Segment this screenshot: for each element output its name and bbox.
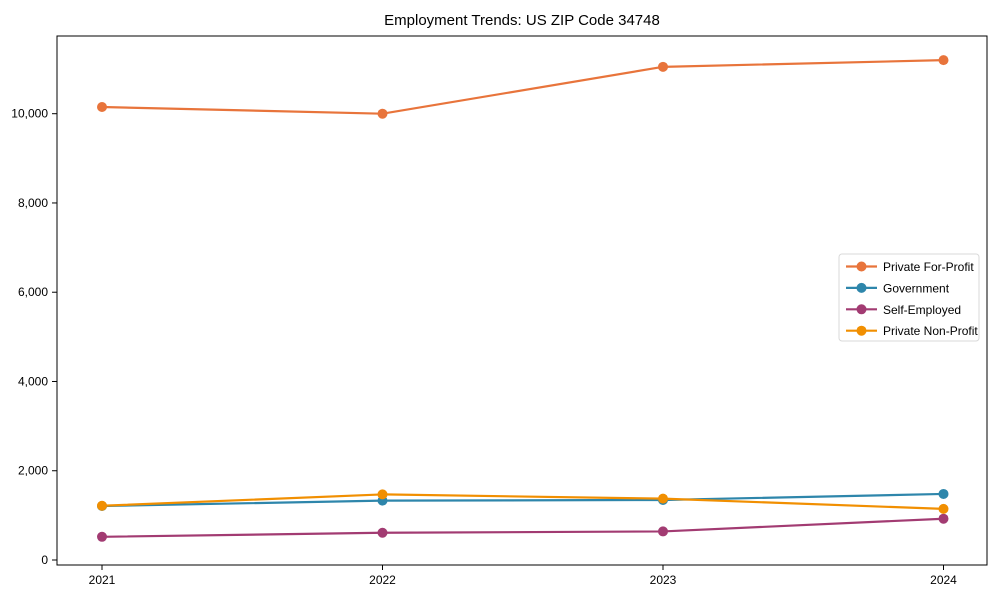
data-point-private-non-profit-2023 [658, 493, 668, 504]
series-line-private-for-profit [101, 59, 944, 115]
legend-label-private-for-profit: Private For-Profit [883, 260, 974, 274]
data-point-self-employed-2021 [97, 531, 107, 542]
data-point-self-employed-2022 [377, 527, 388, 538]
data-point-private-for-profit-2022 [377, 108, 388, 119]
y-tick-label-10000: 10,000 [11, 107, 48, 121]
x-tick-label-2022: 2022 [369, 573, 396, 587]
x-tick-label-2021: 2021 [89, 573, 116, 587]
data-point-private-for-profit-2021 [97, 102, 107, 113]
legend-box [838, 253, 980, 342]
data-point-private-non-profit-2022 [377, 489, 388, 500]
data-point-private-for-profit-2023 [658, 61, 668, 72]
data-point-private-non-profit-2024 [938, 503, 949, 514]
x-tick-label-2024: 2024 [930, 573, 957, 587]
legend-marker-private-for-profit [856, 261, 867, 272]
series-line-government [101, 492, 944, 508]
data-point-private-for-profit-2024 [938, 55, 949, 66]
y-tick-label-2000: 2,000 [18, 464, 48, 478]
legend-label-private-non-profit: Private Non-Profit [883, 324, 978, 338]
data-point-self-employed-2024 [938, 513, 949, 524]
series-private-for-profit [97, 55, 949, 119]
y-tick-label-8000: 8,000 [18, 196, 48, 210]
legend-label-government: Government [883, 281, 950, 295]
series-line-self-employed [101, 517, 944, 538]
legend-marker-private-non-profit [856, 325, 867, 336]
chart-title: Employment Trends: US ZIP Code 34748 [384, 12, 660, 29]
series-self-employed [97, 513, 949, 542]
y-tick-label-6000: 6,000 [18, 285, 48, 299]
legend-label-self-employed: Self-Employed [883, 303, 961, 317]
legend-marker-government [856, 282, 867, 293]
data-point-government-2024 [938, 488, 949, 499]
data-point-self-employed-2023 [658, 526, 668, 537]
legend: Private For-Profit Government Self-Employe… [838, 253, 980, 342]
y-tick-label-0: 0 [41, 553, 48, 567]
y-tick-label-4000: 4,000 [18, 374, 48, 388]
plot-border [56, 35, 988, 566]
data-point-private-non-profit-2021 [97, 500, 107, 511]
series-private-non-profit [97, 489, 949, 514]
series-line-private-non-profit [101, 493, 944, 510]
x-tick-label-2023: 2023 [650, 573, 677, 587]
legend-marker-self-employed [856, 304, 867, 315]
axes: 0 2,000 4,000 6,000 8,000 10,000 2021 2022 2023 2… [11, 35, 988, 587]
